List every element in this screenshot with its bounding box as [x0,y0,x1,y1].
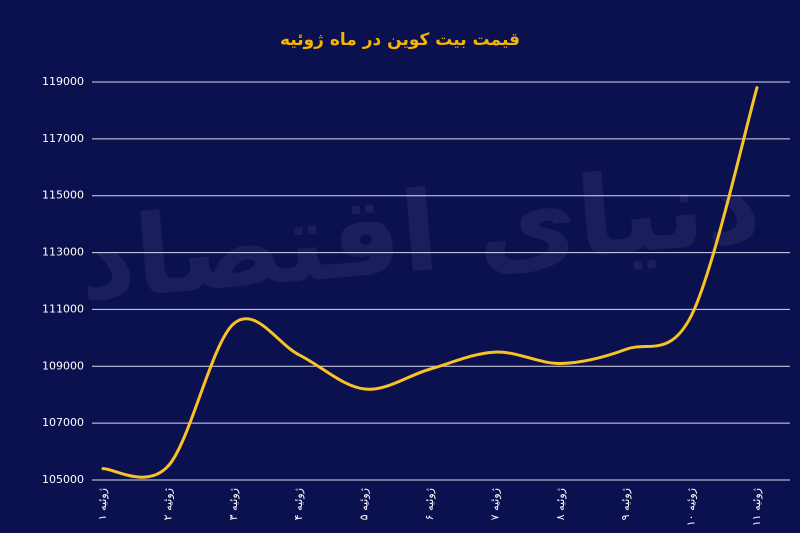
x-tick-label: ۴ ژوئیه [292,488,305,520]
y-tick-label: 119000 [42,75,84,88]
y-tick-label: 113000 [42,246,84,259]
x-tick-label: ۱۰ ژوئیه [685,488,698,526]
y-tick-label: 105000 [42,473,84,486]
x-tick-label: ۶ ژوئیه [423,488,436,520]
x-tick-label: ۱۱ ژوئیه [750,488,763,526]
x-tick-label: ۷ ژوئیه [488,488,501,520]
x-tick-label: ۳ ژوئیه [227,488,240,520]
y-tick-label: 115000 [42,189,84,202]
x-tick-label: ۹ ژوئیه [619,488,632,520]
y-tick-label: 109000 [42,359,84,372]
y-tick-label: 107000 [42,416,84,429]
chart-title: قیمت بیت کوین در ماه ژوئیه [280,30,520,50]
price-line [101,86,759,479]
x-tick-label: ۸ ژوئیه [554,488,567,520]
x-tick-label: ۲ ژوئیه [161,488,174,520]
x-tick-label: ۱ ژوئیه [96,488,109,520]
x-tick-label: ۵ ژوئیه [358,488,371,520]
y-tick-label: 117000 [42,132,84,145]
y-tick-label: 111000 [42,302,84,315]
